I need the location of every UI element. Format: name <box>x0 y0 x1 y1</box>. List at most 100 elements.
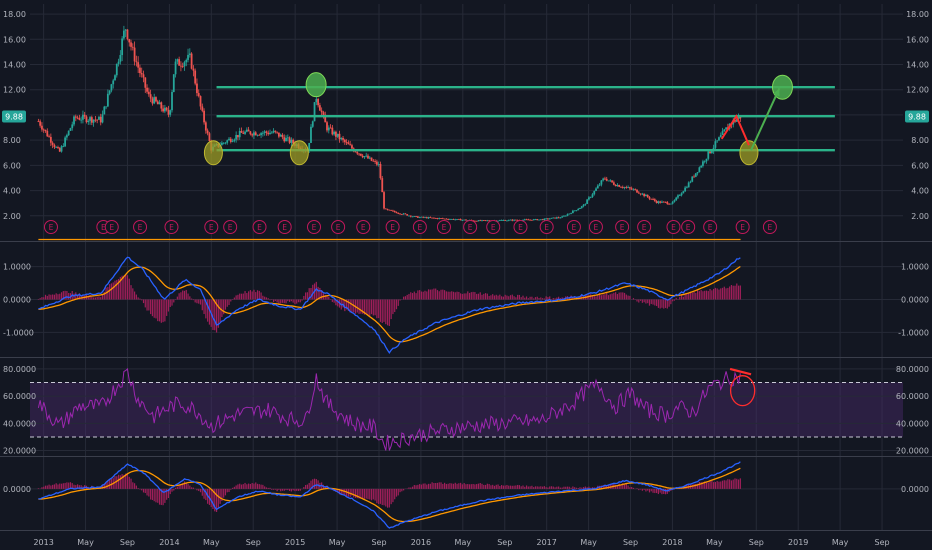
x-tick-label: May <box>580 538 597 547</box>
earnings-circle-icon <box>566 220 581 234</box>
earnings-marker[interactable]: E <box>133 220 148 234</box>
candle-body <box>245 129 248 132</box>
green-arrow-line[interactable] <box>750 88 781 151</box>
earnings-marker[interactable]: E <box>164 220 179 234</box>
rsi-red-trendline[interactable] <box>729 367 752 376</box>
candle-body <box>661 201 663 203</box>
candle-body <box>418 217 421 218</box>
rsi-divergence-circle[interactable] <box>729 375 756 407</box>
candle-body <box>53 144 56 148</box>
y-tick-label-left: 0.0000 <box>3 296 31 305</box>
earnings-marker[interactable]: E <box>703 220 718 234</box>
candle-body <box>292 139 295 144</box>
earnings-marker[interactable]: E <box>412 220 427 234</box>
earnings-marker[interactable]: E <box>681 220 696 234</box>
earnings-label: E <box>390 223 395 232</box>
earnings-circle-icon <box>331 220 346 234</box>
candle-body <box>224 142 227 144</box>
earnings-marker[interactable]: E <box>43 220 58 234</box>
candle-body <box>78 118 81 120</box>
earnings-marker[interactable]: E <box>539 220 554 234</box>
earnings-marker[interactable]: E <box>252 220 267 234</box>
candle-body <box>718 137 720 141</box>
candle-body <box>475 220 478 222</box>
earnings-marker[interactable]: E <box>277 220 292 234</box>
earnings-marker[interactable]: E <box>223 220 238 234</box>
candle-body <box>260 133 262 136</box>
earnings-marker[interactable]: E <box>666 220 681 234</box>
earnings-circle-icon <box>666 220 681 234</box>
candle-body <box>402 213 405 215</box>
candle-body <box>433 217 435 219</box>
earnings-label: E <box>642 223 647 232</box>
red-trend-annotation[interactable] <box>720 114 750 146</box>
candle-body <box>384 208 387 210</box>
earnings-marker[interactable]: E <box>104 220 119 234</box>
candle-body <box>247 129 250 132</box>
earnings-marker[interactable]: E <box>307 220 322 234</box>
candle-body <box>482 220 485 221</box>
candle-body <box>431 217 434 219</box>
candle-body <box>251 134 254 136</box>
y-tick-label-left: 6.00 <box>3 161 21 170</box>
candle-body <box>375 161 378 165</box>
macd-line <box>38 256 741 354</box>
candle-body <box>367 155 369 159</box>
candle-body <box>41 125 43 130</box>
earnings-circle-icon <box>588 220 603 234</box>
earnings-marker[interactable]: E <box>356 220 371 234</box>
candle-body <box>388 209 391 211</box>
candle-body <box>639 193 642 195</box>
candle-body <box>48 136 50 138</box>
candle-body <box>270 132 273 134</box>
green-target-marker[interactable] <box>305 72 327 98</box>
earnings-marker[interactable]: E <box>463 220 478 234</box>
candle-body <box>502 220 505 221</box>
x-tick-label: 2017 <box>536 538 556 547</box>
candle-body <box>637 192 640 194</box>
earnings-circle-icon <box>104 220 119 234</box>
candle-body <box>630 188 633 190</box>
earnings-marker[interactable]: E <box>331 220 346 234</box>
earnings-marker[interactable]: E <box>385 220 400 234</box>
earnings-marker[interactable]: E <box>615 220 630 234</box>
candle-body <box>342 137 344 140</box>
earnings-marker[interactable]: E <box>513 220 528 234</box>
earnings-marker[interactable]: E <box>566 220 581 234</box>
candle-body <box>106 93 109 107</box>
y-tick-label-left: 0.0000 <box>3 485 31 494</box>
earnings-marker[interactable]: E <box>204 220 219 234</box>
candle-body <box>190 53 193 69</box>
candle-body <box>140 73 143 75</box>
candle-body <box>636 189 638 193</box>
candle-body <box>229 138 232 142</box>
candle-body <box>507 219 510 221</box>
earnings-label: E <box>109 223 114 232</box>
x-tick-label: May <box>455 538 472 547</box>
x-tick-label: May <box>203 538 220 547</box>
olive-support-marker[interactable] <box>203 140 223 166</box>
earnings-marker[interactable]: E <box>486 220 501 234</box>
candle-body <box>634 189 637 191</box>
earnings-marker[interactable]: E <box>436 220 451 234</box>
earnings-label: E <box>671 223 676 232</box>
earnings-marker[interactable]: E <box>762 220 777 234</box>
rsi-band-fill <box>30 382 903 437</box>
candle-body <box>206 130 209 134</box>
earnings-marker[interactable]: E <box>735 220 750 234</box>
earnings-marker[interactable]: E <box>588 220 603 234</box>
candle-body <box>702 161 704 166</box>
earnings-label: E <box>544 223 549 232</box>
candle-body <box>434 218 437 219</box>
candle-body <box>566 214 569 216</box>
candle-body <box>579 207 581 209</box>
earnings-marker[interactable]: E <box>637 220 652 234</box>
candle-body <box>399 213 401 215</box>
olive-support-marker[interactable] <box>289 140 309 166</box>
candle-body <box>564 215 567 217</box>
candle-body <box>614 184 617 187</box>
candle-body <box>381 178 384 193</box>
candle-body <box>620 186 622 188</box>
candle-body <box>372 160 375 162</box>
